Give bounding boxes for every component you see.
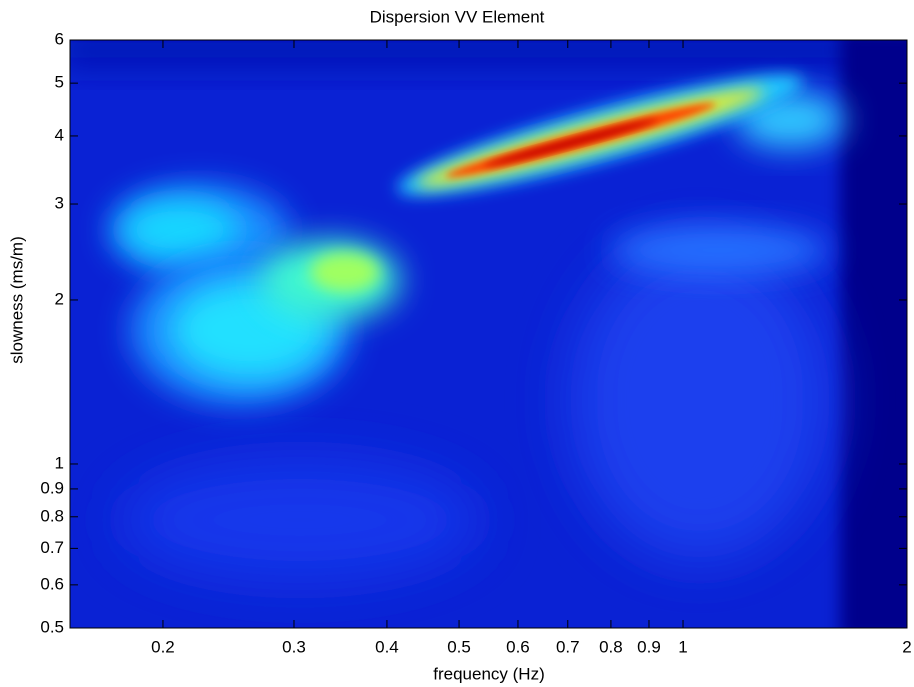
x-tick-label: 2 bbox=[902, 637, 911, 656]
y-tick-label: 0.5 bbox=[40, 617, 64, 636]
y-tick-label: 0.7 bbox=[40, 538, 64, 557]
x-tick-label: 0.2 bbox=[151, 637, 175, 656]
y-tick-label: 0.8 bbox=[40, 506, 64, 525]
x-tick-label: 0.4 bbox=[375, 637, 399, 656]
x-axis-label: frequency (Hz) bbox=[433, 664, 544, 683]
y-tick-label: 1 bbox=[55, 453, 64, 472]
x-tick-label: 0.5 bbox=[447, 637, 471, 656]
y-tick-label: 5 bbox=[55, 73, 64, 92]
y-tick-label: 0.6 bbox=[40, 574, 64, 593]
x-tick-label: 0.6 bbox=[506, 637, 530, 656]
x-tick-label: 1 bbox=[678, 637, 687, 656]
y-tick-label: 0.9 bbox=[40, 478, 64, 497]
y-tick-label: 6 bbox=[55, 29, 64, 48]
heatmap-image bbox=[70, 40, 907, 628]
y-axis-label: slowness (ms/m) bbox=[7, 236, 26, 364]
x-tick-label: 0.3 bbox=[282, 637, 306, 656]
axes-box bbox=[69, 39, 908, 629]
x-tick-label: 0.9 bbox=[637, 637, 661, 656]
y-tick-label: 2 bbox=[55, 289, 64, 308]
x-tick-label: 0.8 bbox=[599, 637, 623, 656]
y-tick-label: 4 bbox=[55, 125, 64, 144]
y-tick-label: 3 bbox=[55, 194, 64, 213]
chart-title: Dispersion VV Element bbox=[370, 7, 545, 26]
x-tick-label: 0.7 bbox=[556, 637, 580, 656]
